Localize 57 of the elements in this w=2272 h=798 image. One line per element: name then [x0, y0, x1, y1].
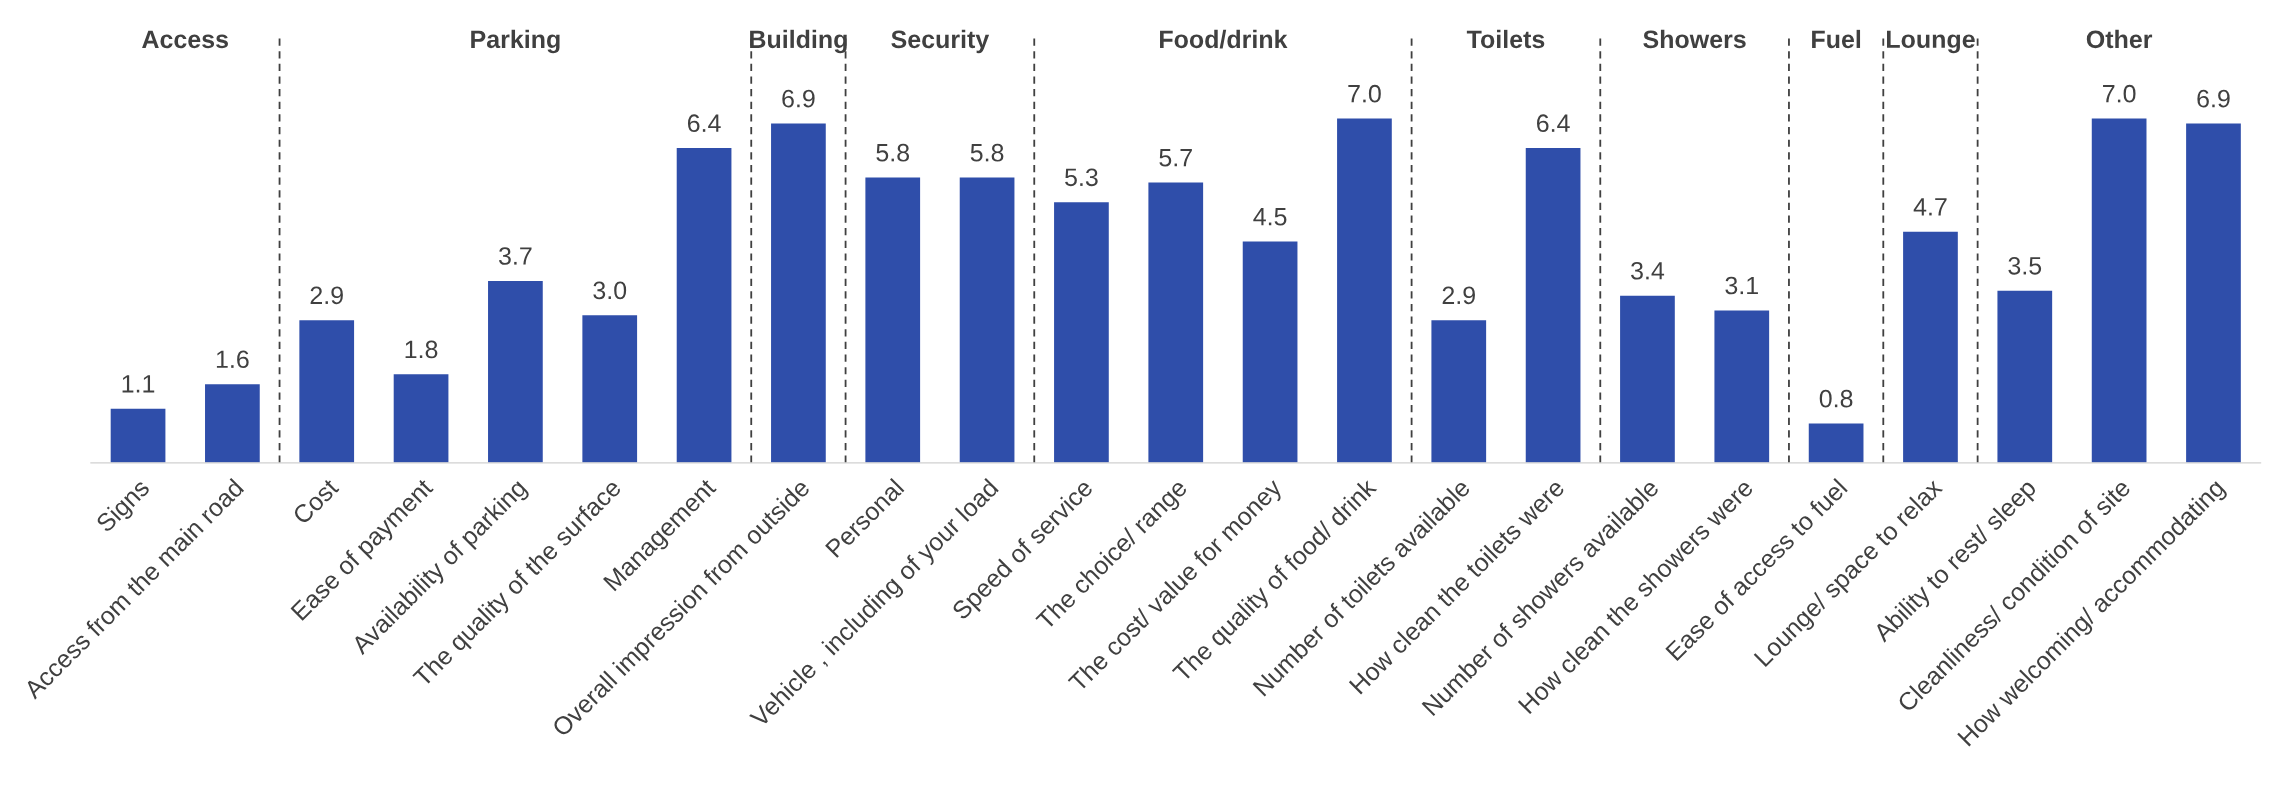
bar	[1808, 423, 1864, 463]
bar	[771, 123, 826, 463]
data-label: 1.8	[405, 340, 438, 359]
bar	[1714, 310, 1770, 463]
data-label: 6.9	[782, 89, 815, 108]
bar	[1903, 231, 1958, 463]
data-label: 7.0	[2103, 84, 2136, 103]
bar	[1431, 320, 1487, 463]
text: Lounge	[1887, 30, 1975, 54]
bar	[1242, 241, 1298, 463]
bar	[1620, 295, 1675, 463]
bar	[393, 374, 449, 463]
bar	[959, 177, 1015, 463]
data-label: 2.9	[1442, 286, 1475, 305]
text: Toilets	[1466, 29, 1545, 49]
bar	[582, 315, 638, 463]
data-label: 3.1	[1725, 276, 1758, 295]
text: Building	[750, 29, 847, 54]
data-label: 3.7	[498, 247, 532, 265]
bar	[205, 384, 260, 463]
text: Parking	[471, 29, 560, 54]
data-label: 1.6	[216, 350, 249, 369]
data-label: 6.9	[2197, 89, 2230, 108]
text: Security	[891, 29, 990, 54]
bar	[488, 280, 543, 463]
data-label: 3.5	[2008, 256, 2042, 275]
data-label: 5.3	[1065, 168, 1098, 187]
data-label: 3.0	[593, 281, 627, 300]
data-label: 3.4	[1631, 261, 1665, 280]
bar	[1337, 118, 1392, 463]
text: Food/drink	[1160, 29, 1288, 49]
text: Fuel	[1812, 29, 1861, 49]
bar	[1148, 182, 1204, 463]
data-label: 1.1	[122, 375, 155, 393]
bar	[2186, 123, 2241, 463]
data-label: 4.7	[1913, 198, 1947, 216]
bar	[299, 320, 355, 463]
text: Access	[142, 30, 228, 49]
bar	[2091, 118, 2147, 463]
bar	[1054, 202, 1109, 463]
data-label: 5.7	[1159, 149, 1192, 167]
bar	[1525, 148, 1581, 463]
bar	[1997, 290, 2053, 463]
text: Other	[2086, 29, 2153, 49]
data-label: 2.9	[310, 286, 343, 305]
data-label: 7.0	[1348, 84, 1381, 103]
data-label: 0.8	[1819, 389, 1853, 408]
data-label: 5.8	[876, 143, 910, 162]
data-label: 6.4	[1537, 114, 1570, 133]
data-label: 6.4	[687, 114, 721, 133]
data-label: 4.5	[1253, 208, 1287, 226]
bar	[676, 148, 732, 463]
x-tick-label: Cost	[291, 477, 340, 526]
data-label: 5.8	[970, 143, 1004, 162]
bar	[110, 408, 166, 463]
bar	[865, 177, 921, 463]
text: Showers	[1643, 29, 1746, 49]
